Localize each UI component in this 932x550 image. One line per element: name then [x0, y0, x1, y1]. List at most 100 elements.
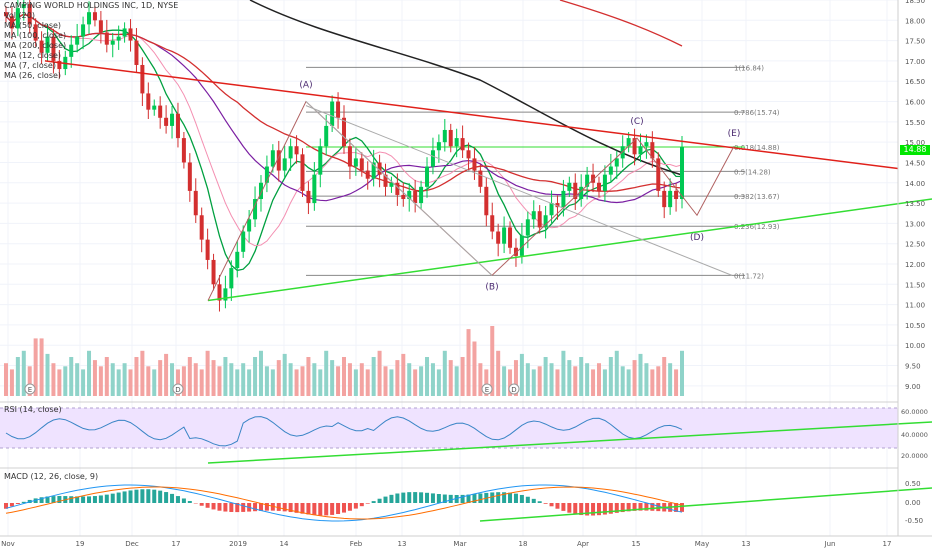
- time-tick: Apr: [577, 540, 589, 548]
- macd-bar: [276, 503, 281, 511]
- volume-bar: [395, 360, 400, 396]
- candle: [181, 138, 186, 163]
- volume-bar: [365, 369, 370, 396]
- macd-bar: [347, 503, 352, 511]
- candle: [51, 36, 56, 61]
- candle: [395, 182, 400, 195]
- volume-bar: [425, 357, 430, 396]
- volume-bar: [45, 353, 50, 396]
- candle: [596, 182, 601, 191]
- volume-bar: [4, 363, 8, 396]
- candle: [122, 28, 127, 37]
- volume-bar: [442, 350, 447, 396]
- macd-trendline: [479, 487, 932, 522]
- macd-bar: [561, 503, 566, 511]
- price-tick: 12.50: [905, 241, 925, 249]
- macd-bar: [430, 493, 435, 503]
- time-tick: Feb: [350, 540, 363, 548]
- macd-bar: [579, 503, 584, 516]
- volume-bar: [567, 360, 572, 396]
- macd-bar: [324, 503, 329, 516]
- macd-bar: [377, 498, 382, 503]
- macd-bar: [567, 503, 572, 513]
- price-tick: 11.00: [905, 302, 925, 310]
- candle: [27, 4, 32, 25]
- fib-label: 0.786(15.74): [734, 109, 780, 117]
- fib-label: 0.5(14.28): [734, 168, 771, 176]
- volume-bar: [531, 369, 536, 396]
- event-marker: E: [481, 383, 493, 395]
- volume-bar: [419, 366, 424, 396]
- macd-bar: [353, 503, 358, 509]
- red-trendline: [44, 60, 899, 170]
- macd-bar: [359, 503, 364, 507]
- candlesticks: [4, 0, 684, 312]
- candle: [217, 284, 222, 301]
- fib-label: 0.618(14.88): [734, 144, 780, 152]
- candle: [347, 146, 352, 167]
- macd-tick: -0.50: [905, 517, 923, 525]
- candle: [199, 215, 204, 240]
- candle: [389, 182, 394, 187]
- event-circle: [508, 383, 520, 395]
- volume-bar: [81, 369, 86, 396]
- volume-bar: [253, 357, 258, 396]
- volume-bar: [318, 369, 323, 396]
- volume-bar: [472, 341, 477, 396]
- macd-bar: [158, 490, 163, 503]
- candle: [9, 16, 14, 29]
- candle: [543, 215, 548, 228]
- price-tick: 13.50: [905, 200, 925, 208]
- macd-bar: [187, 500, 192, 503]
- macd-bar: [122, 491, 127, 503]
- candle: [656, 158, 661, 191]
- legend-item: Vol (20): [4, 11, 35, 20]
- wave-label: (C): [630, 117, 643, 127]
- candle: [436, 142, 441, 151]
- candle: [57, 60, 62, 70]
- candle: [264, 166, 269, 183]
- volume-bar: [371, 357, 376, 396]
- candle: [104, 32, 109, 45]
- candle: [573, 182, 578, 200]
- macd-bar: [342, 503, 346, 513]
- event-label: E: [28, 386, 32, 394]
- time-tick: Nov: [1, 540, 15, 548]
- candle: [69, 44, 74, 57]
- macd-bar: [573, 503, 578, 515]
- candle: [81, 24, 86, 37]
- candle: [430, 150, 435, 167]
- time-tick: Mar: [453, 540, 466, 548]
- macd-bar: [513, 493, 518, 503]
- candle: [531, 211, 536, 220]
- macd-bar: [549, 503, 554, 507]
- volume-bar: [508, 369, 513, 396]
- volume-bar: [87, 350, 92, 396]
- rsi-legend: RSI (14, close): [4, 405, 62, 414]
- event-label: E: [485, 386, 489, 394]
- macd-bar: [128, 490, 133, 503]
- candle: [306, 190, 311, 204]
- event-circle: [172, 383, 184, 395]
- macd-bar: [519, 494, 524, 503]
- price-tick: 12.00: [905, 261, 925, 269]
- macd-bar: [413, 492, 418, 503]
- macd-bar: [395, 493, 400, 503]
- volume-bar: [359, 363, 364, 396]
- volume-bar: [247, 369, 252, 396]
- macd-bar: [235, 503, 240, 513]
- volume-bar: [585, 363, 590, 396]
- candle: [525, 219, 530, 236]
- volume-bar: [377, 350, 382, 396]
- candle: [502, 227, 507, 244]
- macd-bar: [75, 496, 80, 503]
- candle: [258, 182, 263, 200]
- macd-bar: [264, 503, 269, 511]
- candle: [4, 12, 8, 17]
- candle: [472, 158, 477, 171]
- candle: [496, 231, 501, 244]
- fib-label: 0.382(13.67): [734, 193, 780, 201]
- volume-bar: [336, 366, 341, 396]
- volume-bar: [608, 357, 613, 396]
